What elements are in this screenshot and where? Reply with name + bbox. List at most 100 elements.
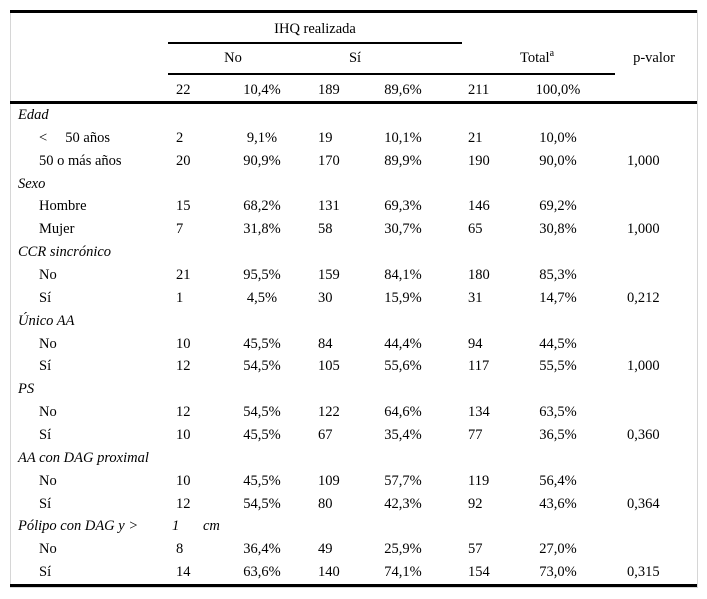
cell-n-total: 31 [468,289,483,306]
cell-pct-si: 30,7% [384,221,422,238]
header-body-separator-rule [10,101,697,104]
cell-n-no: 21 [176,267,191,284]
cell-p: 0,212 [627,289,660,306]
cell-pct-total: 10,0% [539,129,577,146]
cell-pct-total: 73,0% [539,564,577,581]
data-row: 50 o más años 20 90,9% 170 89,9% 190 90,0% 1,00… [0,150,707,173]
totals-pct-si: 89,6% [384,82,422,98]
cell-pct-total: 30,8% [539,221,577,238]
column-header-total-label: Total [519,50,550,66]
cell-n-total: 92 [468,495,483,512]
cell-pct-total: 85,3% [539,267,577,284]
cell-n-no: 2 [176,129,184,146]
cell-pct-no: 54,5% [243,495,281,512]
cell-n-no: 7 [176,221,184,238]
row-label: Sí [39,358,52,375]
cell-pct-no: 68,2% [243,198,281,215]
cell-n-si: 105 [318,358,340,375]
section-row: AA con DAG proximal [0,447,707,470]
row-label: Sí [39,427,52,444]
cell-pct-si: 42,3% [384,495,422,512]
cell-pct-si: 74,1% [384,564,422,581]
cell-n-si: 170 [318,152,340,169]
cell-n-no: 12 [176,358,191,375]
cell-pct-si: 84,1% [384,267,422,284]
cell-pct-no: 9,1% [246,129,278,146]
data-row: Sí 10 45,5% 67 35,4% 77 36,5% 0,360 [0,424,707,447]
section-label: CCR sincrónico [18,244,112,261]
cell-p: 1,000 [627,221,660,238]
totals-n-si: 189 [318,82,340,98]
group-header-underline [168,42,462,44]
cell-n-total: 119 [468,472,490,489]
cell-pct-si: 89,9% [384,152,422,169]
cell-n-si: 84 [318,335,333,352]
row-label: No [39,472,57,489]
cell-n-total: 65 [468,221,483,238]
cell-n-si: 19 [318,129,333,146]
cell-n-total: 94 [468,335,483,352]
cell-pct-no: 36,4% [243,541,281,558]
column-header-no: No [224,50,242,66]
data-row: Sí 12 54,5% 105 55,6% 117 55,5% 1,000 [0,355,707,378]
cell-pct-no: 4,5% [246,289,278,306]
cell-n-total: 117 [468,358,490,375]
data-row: No 21 95,5% 159 84,1% 180 85,3% [0,264,707,287]
row-label: No [39,267,57,284]
cell-pct-no: 45,5% [243,427,281,444]
cell-n-total: 57 [468,541,483,558]
section-row: Sexo [0,173,707,196]
cell-n-total: 77 [468,427,483,444]
cell-n-no: 12 [176,404,191,421]
cell-pct-total: 69,2% [539,198,577,215]
cell-pct-total: 63,5% [539,404,577,421]
row-label: Sí [39,289,52,306]
row-label: Sí [39,564,52,581]
cell-n-no: 10 [176,472,191,489]
cell-pct-no: 63,6% [243,564,281,581]
cell-pct-total: 44,5% [539,335,577,352]
table-body: Edad < 50 años 2 9,1% 19 10,1% 21 10,0% 50 o más… [0,104,707,584]
group-header-ihq-realizada: IHQ realizada [274,21,356,37]
cell-n-no: 14 [176,564,191,581]
cell-n-total: 180 [468,267,490,284]
section-row: CCR sincrónico [0,241,707,264]
totals-row: 22 10,4% 189 89,6% 211 100,0% [0,79,707,101]
cell-p: 1,000 [627,152,660,169]
section-label: Sexo [18,175,46,192]
section-row: PS [0,378,707,401]
totals-pct-no: 10,4% [243,82,281,98]
section-row: Edad [0,104,707,127]
table-bottom-rule [10,584,697,587]
cell-pct-si: 15,9% [384,289,422,306]
section-label: Único AA [18,312,75,329]
cell-pct-total: 55,5% [539,358,577,375]
section-label: Pólipo con DAG y > [18,518,139,535]
totals-n-no: 22 [176,82,191,98]
cell-p: 0,360 [627,427,660,444]
row-label: Mujer [39,221,75,238]
cell-pct-total: 43,6% [539,495,577,512]
data-row: < 50 años 2 9,1% 19 10,1% 21 10,0% [0,127,707,150]
data-row: No 10 45,5% 84 44,4% 94 44,5% [0,333,707,356]
row-label: Sí [39,495,52,512]
cell-pct-si: 69,3% [384,198,422,215]
cell-pct-si: 44,4% [384,335,422,352]
cell-extra1: 1 [172,518,180,535]
cell-n-no: 15 [176,198,191,215]
row-label: No [39,335,57,352]
row-label: 50 o más años [39,152,122,169]
cell-n-no: 12 [176,495,191,512]
section-row: Pólipo con DAG y > 1 cm [0,515,707,538]
column-header-total: Totala [519,49,554,66]
cell-pct-no: 45,5% [243,335,281,352]
column-header-underline [168,73,615,75]
cell-pct-si: 64,6% [384,404,422,421]
cell-pct-total: 56,4% [539,472,577,489]
cell-n-si: 122 [318,404,340,421]
cell-extra2: cm [203,518,220,535]
cell-n-no: 10 [176,335,191,352]
totals-n-total: 211 [468,82,490,98]
cell-n-total: 21 [468,129,483,146]
